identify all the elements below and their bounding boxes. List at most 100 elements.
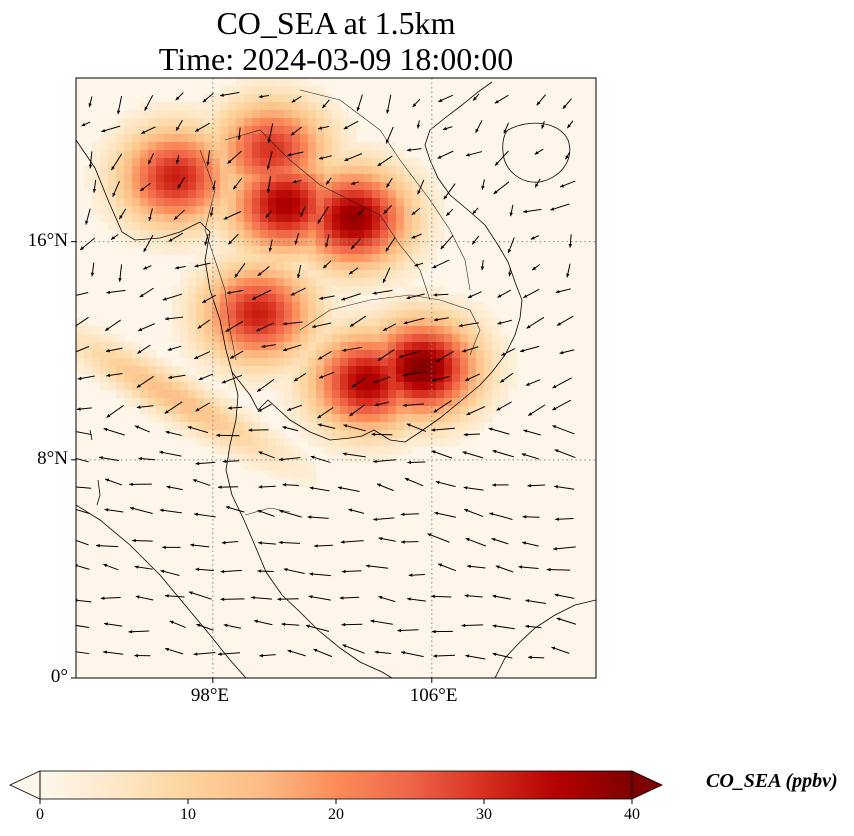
field-cell	[436, 206, 445, 215]
field-cell	[180, 302, 189, 311]
field-cell	[452, 302, 461, 311]
field-cell	[452, 342, 461, 351]
wind-arrow	[129, 482, 152, 487]
wind-arrow	[318, 155, 332, 160]
field-cell	[116, 350, 125, 359]
field-cell	[380, 174, 389, 183]
field-cell	[236, 302, 245, 311]
field-cell	[428, 198, 437, 207]
field-cell	[276, 142, 285, 151]
wind-arrow	[386, 94, 392, 114]
wind-arrow	[553, 546, 576, 551]
field-cell	[300, 94, 309, 103]
wind-arrow	[465, 373, 481, 382]
field-cell	[292, 78, 301, 87]
field-cell	[412, 326, 421, 335]
wind-arrow	[136, 375, 154, 388]
wind-arrow	[340, 540, 364, 544]
wind-arrow	[554, 485, 575, 490]
field-cell	[300, 382, 309, 391]
field-cell	[284, 358, 293, 367]
wind-arrow	[378, 536, 396, 542]
field-cell	[276, 150, 285, 159]
field-cell	[420, 198, 429, 207]
field-cell	[356, 206, 365, 215]
field-cell	[204, 102, 213, 111]
field-cell	[284, 302, 293, 311]
wind-arrow	[100, 596, 121, 600]
mainland-coastline	[76, 139, 393, 678]
field-cell	[356, 406, 365, 415]
wind-arrow	[101, 125, 121, 133]
wind-arrow	[104, 319, 121, 332]
field-cell	[436, 334, 445, 343]
field-cell	[164, 246, 173, 255]
field-cell	[388, 438, 397, 447]
field-cell	[260, 454, 269, 463]
wind-arrow	[431, 594, 452, 599]
wind-arrow	[175, 119, 183, 131]
field-cell	[124, 214, 133, 223]
field-cell	[340, 318, 349, 327]
field-cell	[156, 222, 165, 231]
field-cell	[460, 390, 469, 399]
field-cell	[220, 94, 229, 103]
field-cell	[300, 118, 309, 127]
wind-arrow	[319, 295, 335, 300]
field-cell	[468, 390, 477, 399]
field-cell	[468, 358, 477, 367]
field-cell	[220, 278, 229, 287]
field-cell	[452, 326, 461, 335]
field-cell	[324, 390, 333, 399]
field-cell	[396, 390, 405, 399]
field-cell	[404, 190, 413, 199]
field-cell	[188, 214, 197, 223]
field-cell	[332, 374, 341, 383]
field-cell	[324, 438, 333, 447]
field-cell	[420, 294, 429, 303]
field-cell	[100, 166, 109, 175]
field-cell	[140, 206, 149, 215]
field-cell	[236, 446, 245, 455]
wind-arrow	[134, 653, 151, 658]
field-cell	[124, 126, 133, 135]
field-cell	[348, 422, 357, 431]
wind-arrow	[168, 232, 184, 242]
field-cell	[356, 174, 365, 183]
field-cell	[412, 222, 421, 231]
field-cell	[284, 134, 293, 143]
field-cell	[396, 246, 405, 255]
wind-arrow	[521, 453, 540, 460]
field-cell	[252, 150, 261, 159]
field-cell	[348, 446, 357, 455]
field-cell	[252, 358, 261, 367]
wind-arrow	[433, 293, 449, 297]
malaysia-thailand-border	[244, 507, 291, 516]
field-cell	[100, 342, 109, 351]
field-cell	[204, 182, 213, 191]
field-cell	[348, 278, 357, 287]
field-cell	[180, 318, 189, 327]
wind-arrow	[411, 207, 421, 216]
field-cell	[204, 174, 213, 183]
wind-arrow	[221, 374, 243, 384]
field-cell	[276, 182, 285, 191]
field-cell	[220, 190, 229, 199]
wind-arrow	[372, 289, 393, 295]
field-cell	[236, 366, 245, 375]
field-cell	[244, 334, 253, 343]
field-cell	[284, 350, 293, 359]
field-cell	[212, 430, 221, 439]
field-cell	[316, 254, 325, 263]
field-cell	[244, 270, 253, 279]
field-cell	[180, 342, 189, 351]
wind-arrow	[105, 347, 123, 353]
field-cell	[324, 342, 333, 351]
wind-arrow	[534, 148, 544, 155]
field-cell	[196, 110, 205, 119]
wind-arrow	[503, 122, 509, 134]
field-cell	[196, 190, 205, 199]
field-cell	[300, 270, 309, 279]
field-cell	[292, 102, 301, 111]
wind-arrow	[432, 629, 453, 634]
